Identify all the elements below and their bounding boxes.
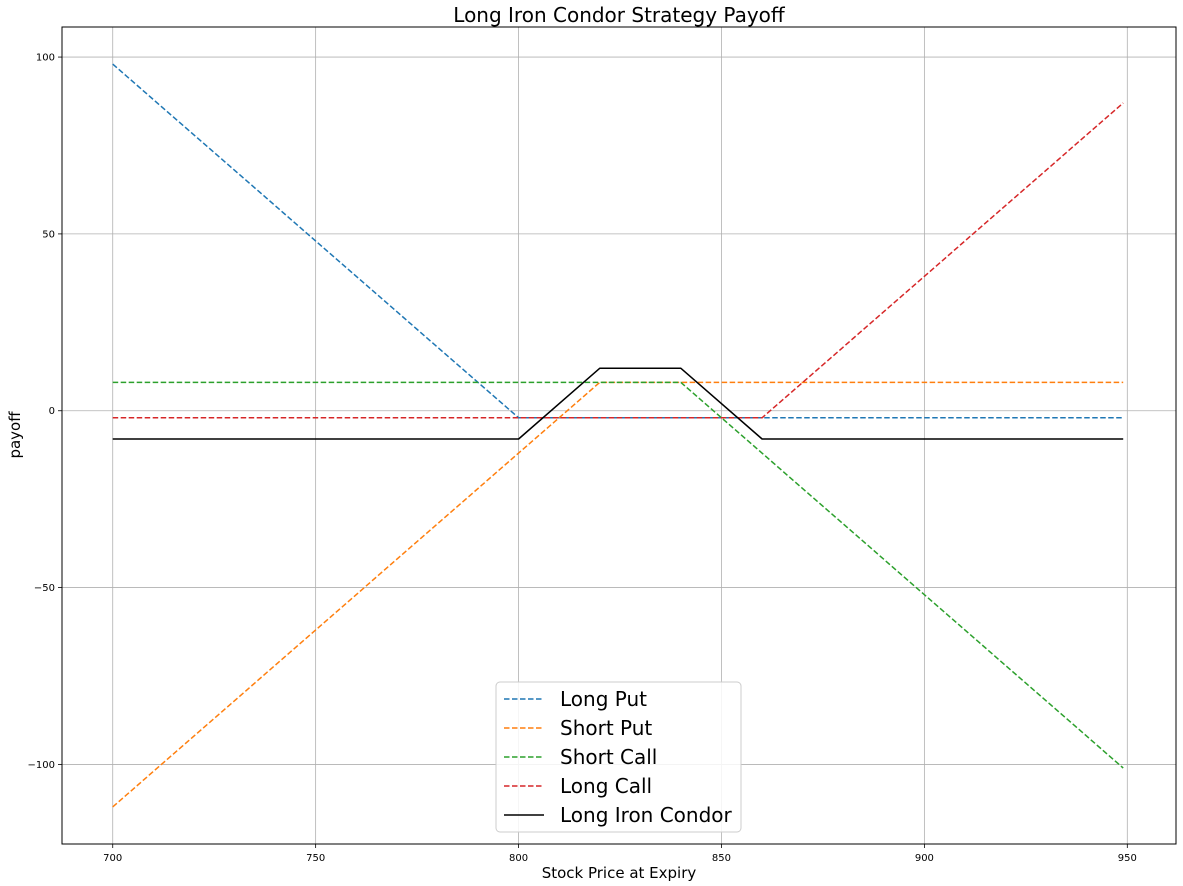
series-lines [112,63,1124,808]
legend: Long Put Short Put Short Call Long Call Long… [495,681,742,833]
legend-label-long-iron-condor: Long Iron Condor [560,803,733,827]
legend-label-short-put: Short Put [560,716,652,740]
x-tick-label: 750 [306,853,325,864]
x-axis-title: Stock Price at Expiry [542,864,697,882]
series-line-short-call [112,381,1124,769]
y-axis-title: payoff [6,411,24,459]
x-tick-label: 950 [1118,853,1137,864]
chart-title: Long Iron Condor Strategy Payoff [453,3,786,27]
legend-label-short-call: Short Call [560,745,657,769]
y-tick-label: −100 [28,760,55,771]
y-tick-label: −50 [34,583,55,594]
grid [62,27,1176,844]
x-tick-label: 700 [103,853,122,864]
y-tick-label: 100 [36,53,55,64]
plot-frame [61,26,1177,845]
series-line-short-put [112,381,1124,808]
y-tick-label: 50 [42,229,55,240]
legend-label-long-call: Long Call [560,774,652,798]
series-line-long-call [112,102,1124,419]
x-tick-label: 850 [712,853,731,864]
series-line-long-iron-condor [112,367,1124,440]
legend-label-long-put: Long Put [560,687,647,711]
x-tick-label: 800 [509,853,528,864]
x-tick-label: 900 [915,853,934,864]
series-line-long-put [112,63,1124,419]
axis-ticks: 700 750 800 850 900 950 100 50 0 −50 −100 [28,53,1137,864]
legend-box [495,681,742,833]
y-tick-label: 0 [49,406,55,417]
